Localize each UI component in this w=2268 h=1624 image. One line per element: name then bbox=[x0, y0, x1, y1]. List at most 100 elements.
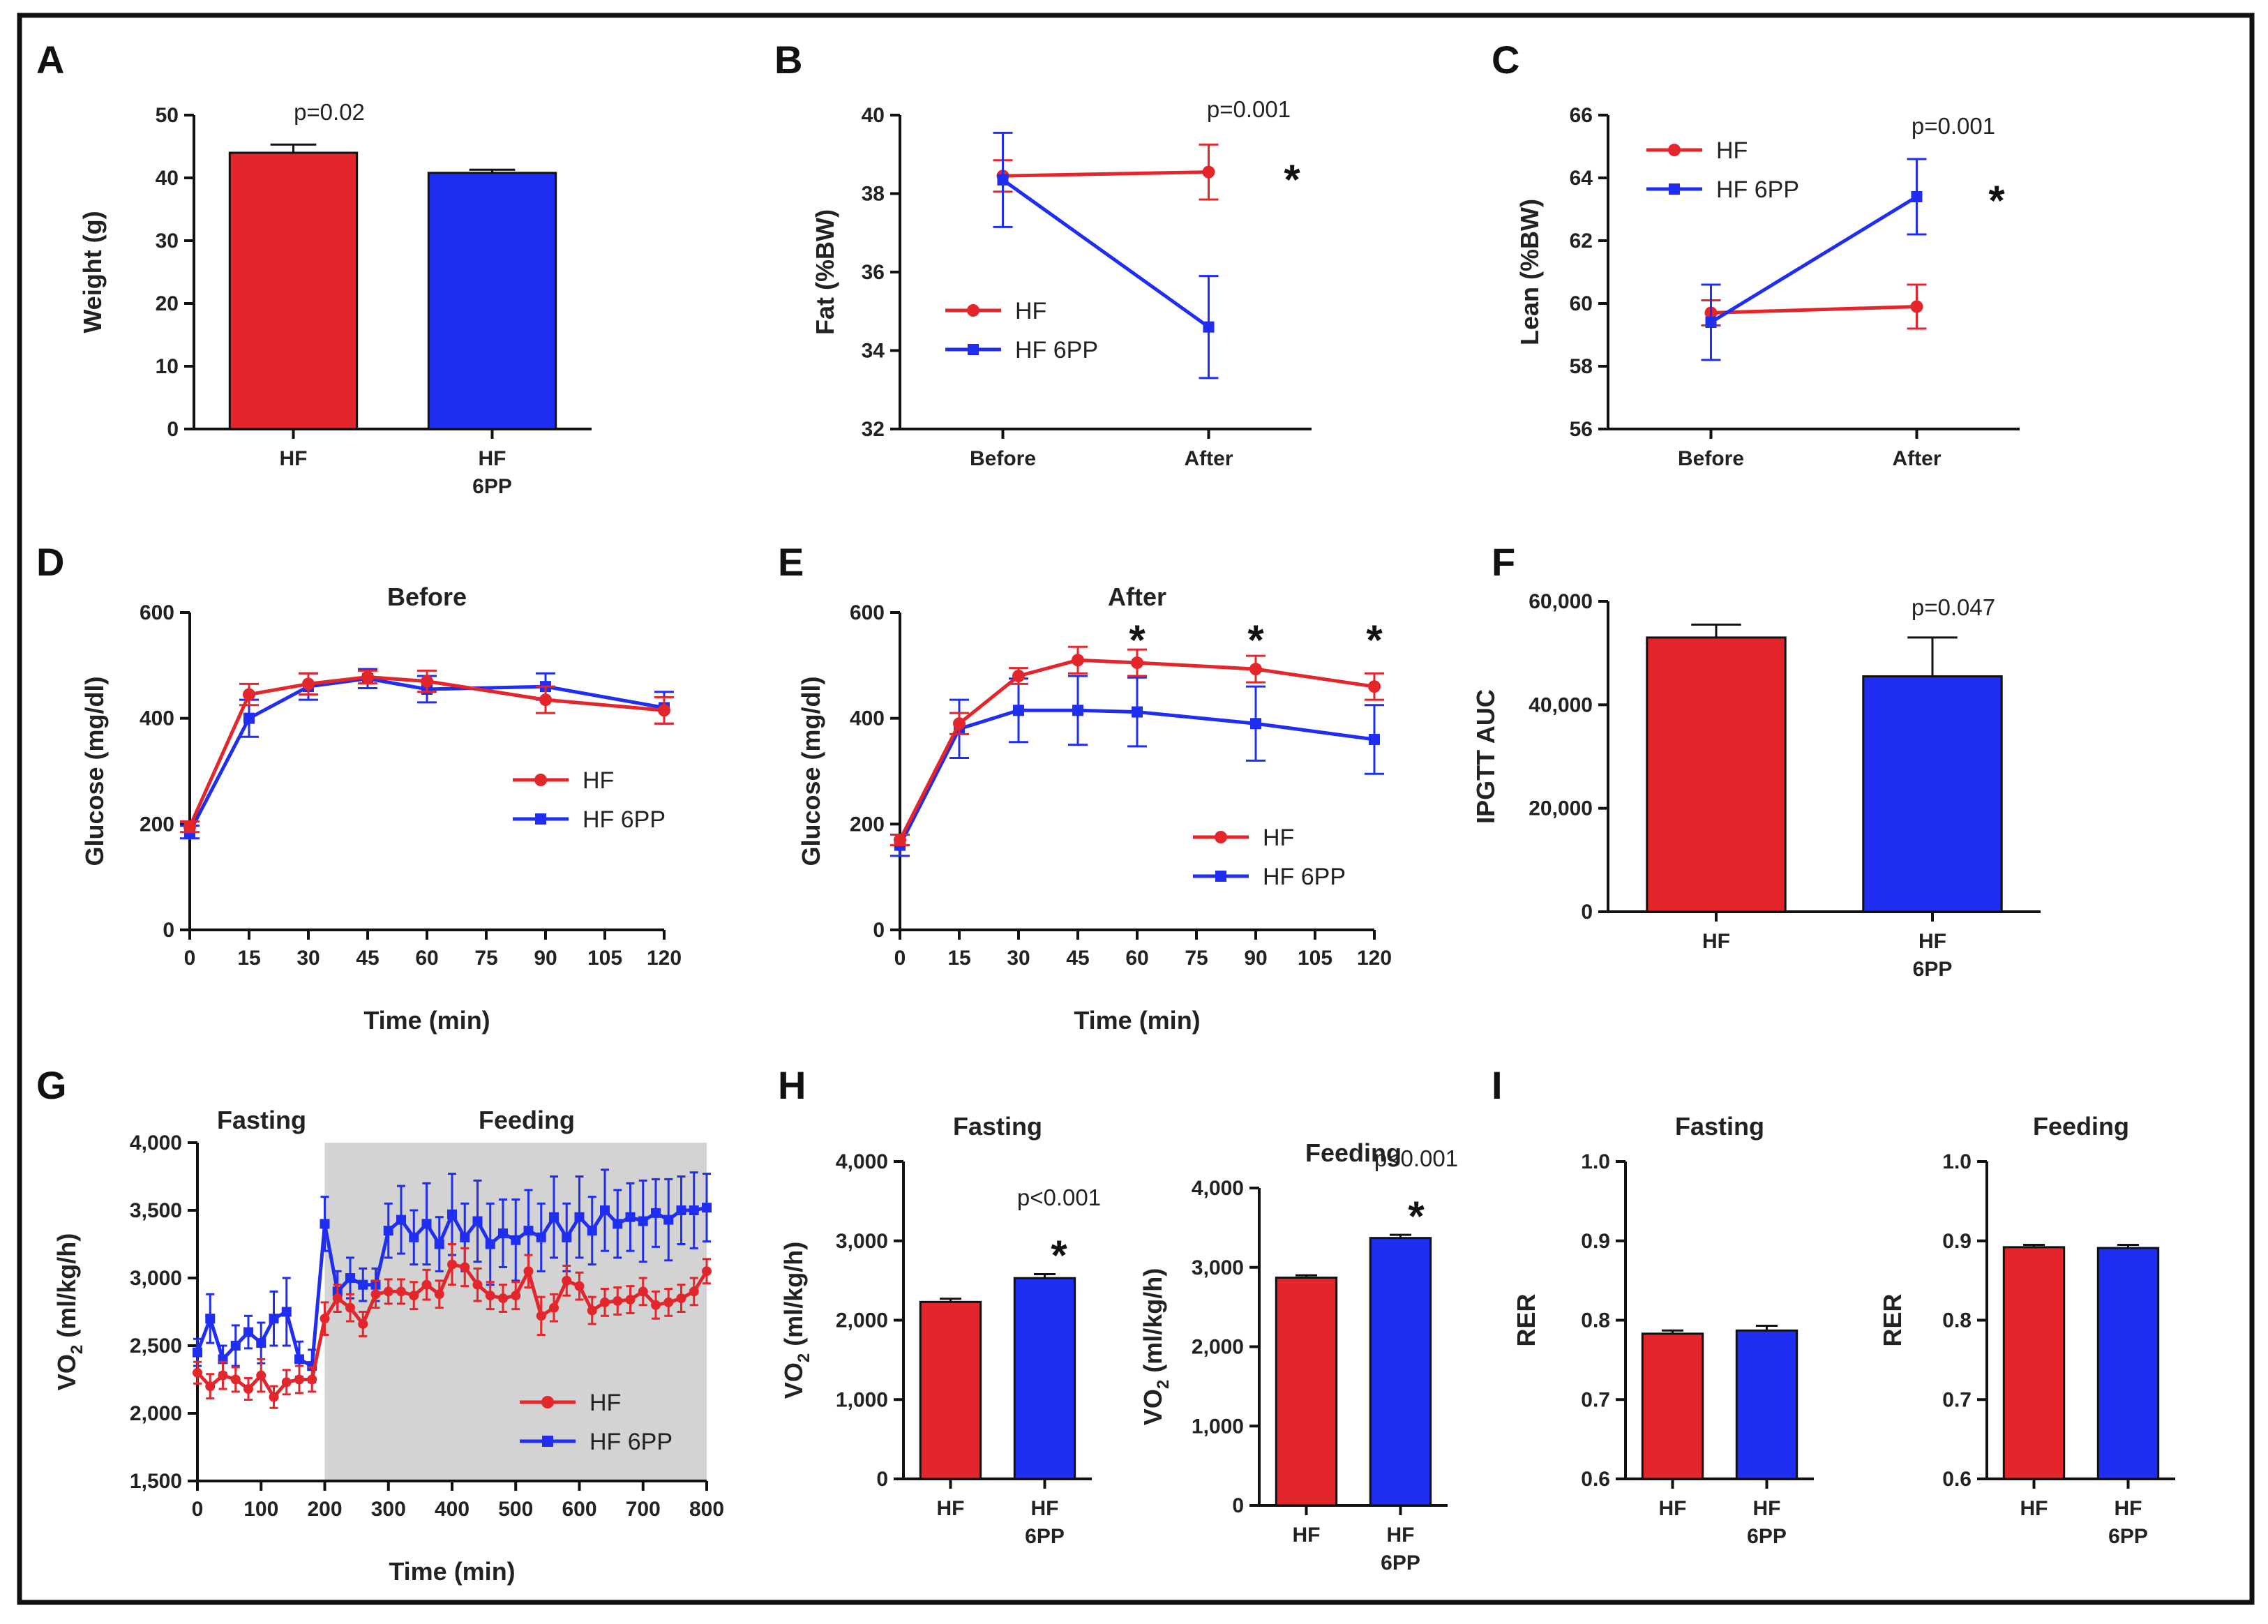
chart-g-point-hf bbox=[651, 1300, 661, 1310]
chart-g-point-hf bbox=[332, 1293, 343, 1304]
chart-h-fasting-bar-hf6pp bbox=[1013, 1277, 1076, 1480]
chart-d-point-hf bbox=[539, 693, 552, 707]
chart-a-bar-hf6pp bbox=[427, 172, 557, 430]
chart-g-point-hf bbox=[205, 1381, 216, 1392]
chart-g-point-hf bbox=[600, 1297, 610, 1307]
chart-g-point-hf bbox=[613, 1295, 623, 1306]
chart-h-fasting-ytick-label: 4,000 bbox=[836, 1150, 888, 1173]
chart-g-point-hf6pp bbox=[281, 1307, 292, 1317]
chart-f-ytick-label: 0 bbox=[1581, 901, 1593, 924]
chart-g-point-hf6pp bbox=[498, 1228, 508, 1238]
chart-a-ytick-label: 40 bbox=[156, 167, 179, 190]
chart-g-legend-point-hf6pp bbox=[542, 1436, 553, 1447]
panel-label-c: C bbox=[1492, 38, 1519, 82]
chart-h-fasting-ytick-label: 2,000 bbox=[836, 1309, 888, 1332]
chart-b-point-hf bbox=[1202, 165, 1215, 179]
chart-g-xtick-label: 600 bbox=[562, 1498, 596, 1521]
chart-e-legend-point-hf6pp bbox=[1215, 871, 1226, 882]
chart-c-xtick-label: Before bbox=[1678, 447, 1744, 470]
chart-h-feeding-xtick-label: 6PP bbox=[1381, 1551, 1420, 1574]
chart-c-legend-point-hf bbox=[1668, 144, 1681, 156]
chart-g-point-hf6pp bbox=[600, 1205, 610, 1215]
chart-g-point-hf6pp bbox=[663, 1215, 674, 1225]
chart-g-point-hf6pp bbox=[587, 1226, 597, 1236]
chart-c-point-hf6pp bbox=[1911, 191, 1923, 202]
chart-h-fasting-ytick-label: 3,000 bbox=[836, 1230, 888, 1253]
chart-g-point-hf6pp bbox=[294, 1354, 304, 1364]
chart-g-point-hf bbox=[370, 1289, 381, 1300]
chart-b-legend-point-hf6pp bbox=[968, 344, 979, 355]
chart-h-fasting-title: Fasting bbox=[953, 1112, 1042, 1141]
chart-b-legend-label-hf6pp: HF 6PP bbox=[1015, 337, 1098, 363]
chart-g-point-hf bbox=[638, 1286, 648, 1297]
chart-g-point-hf bbox=[358, 1318, 368, 1329]
chart-g-point-hf6pp bbox=[269, 1314, 279, 1324]
chart-h-fasting-xtick-label: HF bbox=[1031, 1497, 1059, 1520]
chart-f-ytick-label: 60,000 bbox=[1529, 590, 1593, 613]
chart-b-xtick-label: Before bbox=[970, 447, 1036, 470]
chart-i-feeding-ytick-label: 0.8 bbox=[1942, 1309, 1972, 1332]
chart-c-legend-label-hf: HF bbox=[1716, 137, 1748, 164]
chart-i-fasting-xtick-label: HF bbox=[1659, 1497, 1687, 1520]
chart-g-point-hf6pp bbox=[460, 1232, 470, 1242]
chart-g-point-hf6pp bbox=[676, 1205, 686, 1215]
chart-g-point-hf6pp bbox=[549, 1212, 559, 1222]
chart-d-xtick-label: 15 bbox=[237, 947, 260, 970]
chart-g-point-hf bbox=[281, 1377, 292, 1388]
chart-e-point-hf6pp bbox=[1072, 705, 1083, 716]
chart-i-feeding-ytick-label: 0.7 bbox=[1942, 1388, 1972, 1411]
chart-h-feeding-xtick-label: HF bbox=[1293, 1524, 1321, 1547]
chart-g-point-hf bbox=[307, 1374, 317, 1385]
chart-d-ytick-label: 0 bbox=[163, 919, 174, 942]
chart-h-feeding-ytick-label: 1,000 bbox=[1192, 1415, 1244, 1438]
chart-d-point-hf bbox=[183, 820, 196, 834]
chart-b-ytick-label: 32 bbox=[862, 418, 885, 441]
chart-g-point-hf6pp bbox=[625, 1212, 636, 1222]
chart-g-point-hf bbox=[396, 1286, 406, 1297]
chart-a-xtick-label: HF bbox=[280, 447, 308, 470]
chart-c-legend-point-hf6pp bbox=[1669, 183, 1680, 195]
chart-g-point-hf6pp bbox=[383, 1226, 393, 1236]
chart-a-ytick-label: 30 bbox=[156, 230, 179, 253]
chart-g-point-hf6pp bbox=[536, 1232, 546, 1242]
chart-e-point-hf6pp bbox=[1132, 706, 1143, 718]
chart-g-point-hf6pp bbox=[447, 1209, 457, 1219]
chart-g-point-hf bbox=[345, 1302, 355, 1313]
chart-a-ytick-label: 20 bbox=[156, 292, 179, 315]
chart-h-feeding-ytick-label: 3,000 bbox=[1192, 1256, 1244, 1279]
chart-i-fasting-ytick-label: 0.7 bbox=[1581, 1388, 1610, 1411]
star-b: * bbox=[1284, 156, 1300, 203]
chart-h-feeding-ytick-label: 2,000 bbox=[1192, 1336, 1244, 1359]
chart-g-xtick-label: 100 bbox=[243, 1498, 278, 1521]
pvalue-b: p=0.001 bbox=[1207, 96, 1291, 122]
chart-d-point-hf bbox=[361, 670, 374, 684]
chart-a-ytick-label: 50 bbox=[156, 104, 179, 127]
chart-a-xtick-label: HF bbox=[479, 447, 506, 470]
chart-i-fasting-xtick-label: 6PP bbox=[1747, 1525, 1787, 1548]
chart-g-point-hf bbox=[447, 1259, 457, 1270]
chart-h-feeding-bar-hf6pp bbox=[1369, 1237, 1432, 1507]
chart-g-point-hf6pp bbox=[485, 1239, 495, 1249]
chart-e-xlabel: Time (min) bbox=[1074, 1006, 1200, 1035]
chart-g-point-hf6pp bbox=[638, 1216, 648, 1226]
chart-d-xtick-label: 0 bbox=[184, 947, 196, 970]
chart-c-ytick-label: 60 bbox=[1570, 292, 1593, 315]
chart-c-point-hf6pp bbox=[1705, 317, 1717, 328]
chart-e-xtick-label: 90 bbox=[1244, 947, 1267, 970]
chart-d-xlabel: Time (min) bbox=[363, 1006, 490, 1035]
chart-h-fasting-ytick-label: 0 bbox=[876, 1468, 888, 1491]
chart-g-point-hf bbox=[320, 1314, 330, 1324]
chart-e-point-hf bbox=[1131, 656, 1143, 670]
pvalue-h-feeding: p<0.001 bbox=[1374, 1145, 1458, 1171]
chart-e-legend-label-hf6pp: HF 6PP bbox=[1263, 864, 1346, 890]
chart-f-xtick-label: HF bbox=[1702, 930, 1730, 953]
pvalue-h-fasting: p<0.001 bbox=[1017, 1185, 1101, 1210]
chart-d-xtick-label: 90 bbox=[534, 947, 557, 970]
chart-i-feeding-title: Feeding bbox=[2033, 1112, 2129, 1141]
chart-e-xtick-label: 60 bbox=[1125, 947, 1148, 970]
chart-d-point-hf6pp bbox=[243, 712, 255, 724]
chart-g-legend-label-hf: HF bbox=[589, 1390, 621, 1416]
chart-g-point-hf6pp bbox=[345, 1273, 355, 1283]
chart-g-xtick-label: 800 bbox=[689, 1498, 724, 1521]
